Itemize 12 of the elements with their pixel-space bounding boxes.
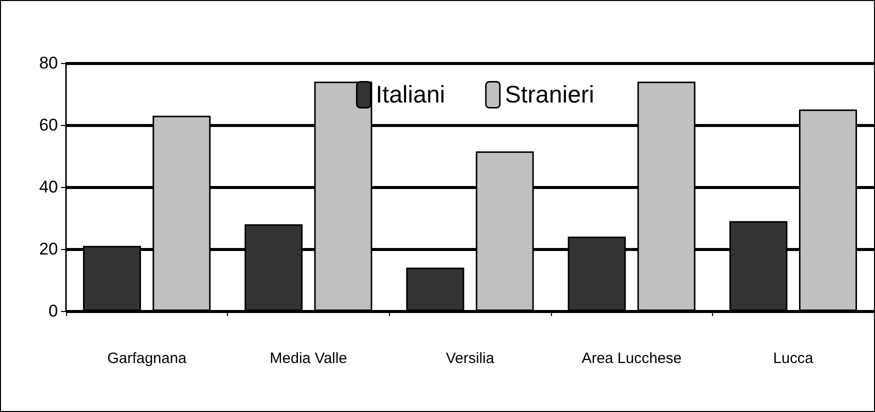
legend-label: Italiani [376, 81, 446, 108]
x-tick-label: Versilia [446, 350, 495, 367]
x-tick-label: Area Lucchese [582, 350, 682, 367]
y-tick-label: 40 [39, 178, 58, 196]
y-tick-label: 80 [39, 54, 58, 72]
x-tick-label: Lucca [773, 350, 814, 367]
legend-label: Stranieri [504, 81, 594, 108]
x-tick-label: Garfagnana [107, 350, 188, 367]
y-tick-label: 60 [39, 116, 58, 134]
x-tick-label: Media Valle [270, 350, 348, 367]
y-tick-label: 20 [39, 240, 58, 258]
y-tick-label: 0 [48, 302, 58, 320]
